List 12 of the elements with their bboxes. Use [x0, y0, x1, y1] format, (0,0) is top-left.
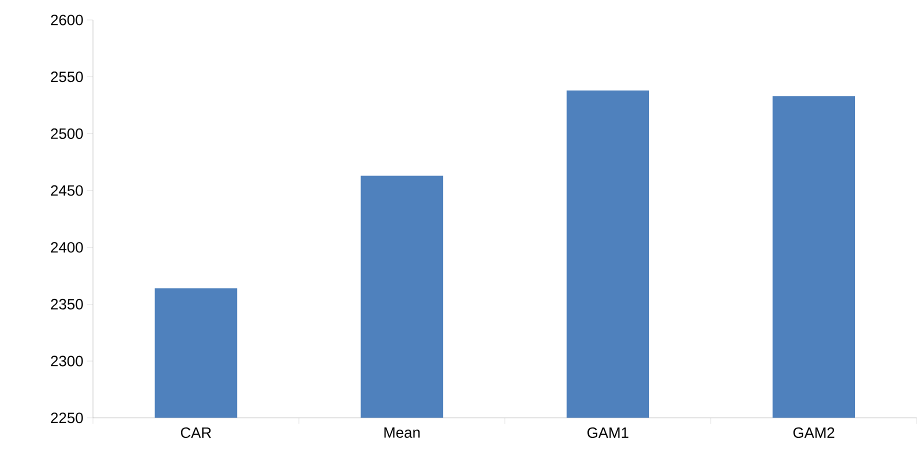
x-tick-label: GAM2: [793, 427, 834, 438]
y-tick-label: 2450: [50, 185, 83, 196]
x-tick-label: Mean: [384, 427, 420, 438]
y-tick-label: 2600: [50, 14, 83, 26]
y-tick-label: 2350: [50, 298, 83, 310]
y-tick-label: 2250: [50, 412, 83, 424]
y-tick-label: 2300: [50, 356, 83, 366]
x-tick-label: GAM1: [587, 427, 628, 438]
y-tick-label: 2500: [50, 128, 83, 140]
y-tick-label: 2550: [50, 72, 83, 82]
x-tick-label: CAR: [180, 427, 212, 438]
y-tick-label: 2400: [50, 242, 83, 253]
